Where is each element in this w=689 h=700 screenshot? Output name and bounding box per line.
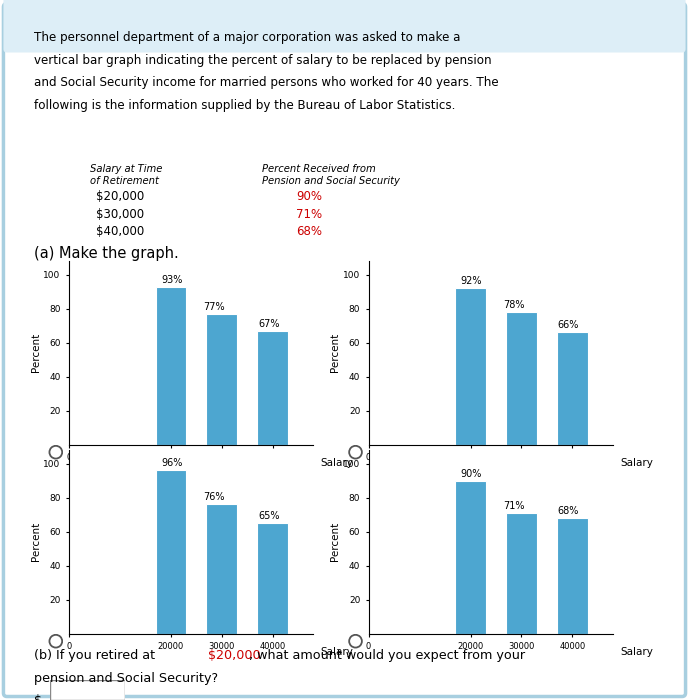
Text: and Social Security income for married persons who worked for 40 years. The: and Social Security income for married p…	[34, 76, 499, 90]
Bar	[557, 518, 588, 634]
Bar	[506, 513, 537, 634]
Text: $20,000: $20,000	[96, 190, 145, 204]
Text: Salary at Time
of Retirement: Salary at Time of Retirement	[90, 164, 162, 186]
Bar	[207, 314, 237, 444]
FancyBboxPatch shape	[3, 0, 686, 52]
Text: 92%: 92%	[461, 276, 482, 286]
Text: 68%: 68%	[296, 225, 322, 239]
Text: (b) If you retired at: (b) If you retired at	[34, 649, 160, 662]
Text: Salary: Salary	[621, 458, 653, 468]
Text: 67%: 67%	[258, 318, 280, 329]
Text: 96%: 96%	[161, 458, 183, 468]
Text: 68%: 68%	[557, 506, 579, 516]
Text: 65%: 65%	[258, 511, 280, 521]
Text: 93%: 93%	[161, 274, 183, 284]
Y-axis label: Percent: Percent	[330, 333, 340, 372]
Y-axis label: Percent: Percent	[330, 522, 340, 561]
Y-axis label: Percent: Percent	[30, 522, 41, 561]
Text: 90%: 90%	[461, 468, 482, 479]
Text: (a) Make the graph.: (a) Make the graph.	[34, 246, 179, 261]
Text: following is the information supplied by the Bureau of Labor Statistics.: following is the information supplied by…	[34, 99, 456, 112]
Text: The personnel department of a major corporation was asked to make a: The personnel department of a major corp…	[34, 32, 461, 45]
Bar	[506, 312, 537, 444]
Bar	[455, 288, 486, 444]
Text: Salary: Salary	[321, 458, 353, 468]
Text: 90%: 90%	[296, 190, 322, 204]
Bar	[156, 286, 186, 444]
Bar	[207, 505, 237, 634]
Text: Salary: Salary	[621, 648, 653, 657]
Text: 76%: 76%	[203, 492, 225, 503]
Text: , what amount would you expect from your: , what amount would you expect from your	[249, 649, 526, 662]
Text: Percent Received from
Pension and Social Security: Percent Received from Pension and Social…	[262, 164, 400, 186]
Bar	[258, 330, 288, 444]
Text: $20,000: $20,000	[208, 649, 260, 662]
Text: 77%: 77%	[203, 302, 225, 312]
Text: Salary: Salary	[321, 648, 353, 657]
Text: pension and Social Security?: pension and Social Security?	[34, 672, 218, 685]
Bar	[557, 332, 588, 444]
Text: 71%: 71%	[503, 501, 524, 511]
FancyBboxPatch shape	[50, 680, 125, 700]
Y-axis label: Percent: Percent	[30, 333, 41, 372]
Text: 78%: 78%	[503, 300, 524, 310]
Text: $40,000: $40,000	[96, 225, 145, 239]
FancyBboxPatch shape	[3, 4, 686, 696]
Text: 71%: 71%	[296, 208, 322, 221]
Bar	[258, 523, 288, 634]
Bar	[156, 470, 186, 634]
Bar	[455, 481, 486, 634]
Text: 66%: 66%	[557, 321, 579, 330]
Text: $: $	[34, 694, 43, 700]
Text: vertical bar graph indicating the percent of salary to be replaced by pension: vertical bar graph indicating the percen…	[34, 54, 492, 67]
Text: $30,000: $30,000	[96, 208, 145, 221]
